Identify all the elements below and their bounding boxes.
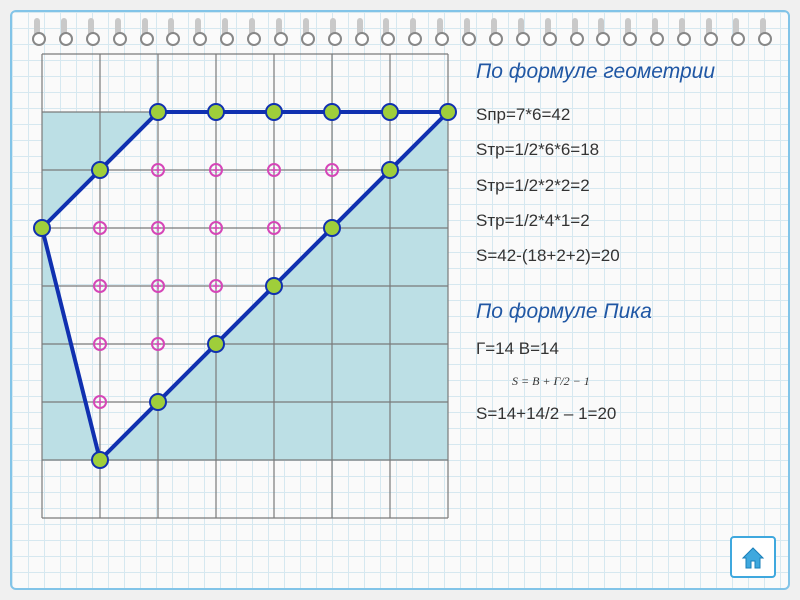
calc-total-geom: S=42-(18+2+2)=20 [476, 245, 770, 266]
explanation-panel: По формуле геометрии Sпр=7*6=42 Sтр=1/2*… [462, 52, 778, 578]
chart-area [22, 52, 462, 578]
calc-tri2: Sтр=1/2*2*2=2 [476, 175, 770, 196]
notebook-spirals [30, 18, 770, 48]
content: По формуле геометрии Sпр=7*6=42 Sтр=1/2*… [22, 52, 778, 578]
home-icon [739, 544, 767, 570]
calc-rect: Sпр=7*6=42 [476, 104, 770, 125]
slide: По формуле геометрии Sпр=7*6=42 Sтр=1/2*… [10, 10, 790, 590]
polygon-chart [22, 52, 462, 572]
calc-tri1: Sтр=1/2*6*6=18 [476, 139, 770, 160]
heading-geometry: По формуле геометрии [476, 60, 770, 84]
home-button[interactable] [730, 536, 776, 578]
pick-counts: Г=14 В=14 [476, 338, 770, 359]
calc-tri3: Sтр=1/2*4*1=2 [476, 210, 770, 231]
pick-formula: S = B + Г/2 − 1 [512, 374, 770, 389]
heading-pick: По формуле Пика [476, 300, 770, 324]
pick-total: S=14+14/2 – 1=20 [476, 403, 770, 424]
